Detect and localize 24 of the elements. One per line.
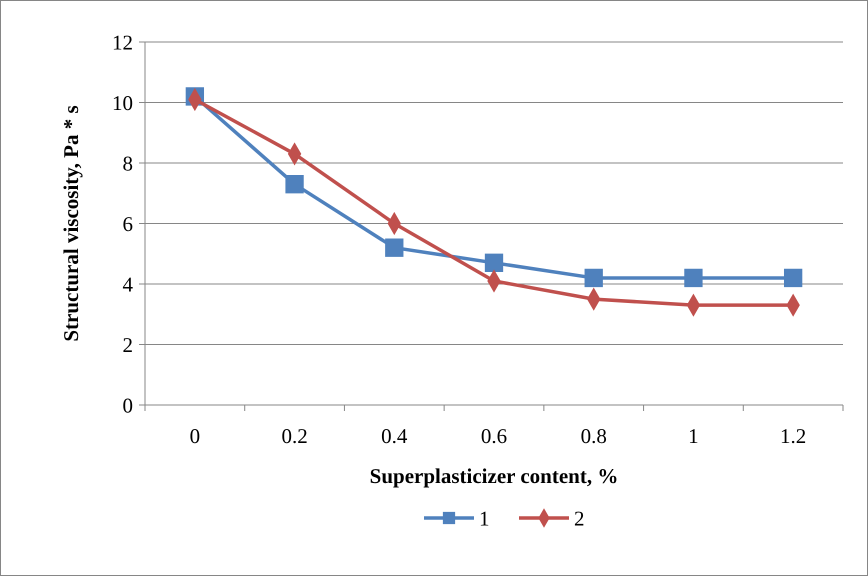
y-tick-label: 6 [122,212,133,236]
point [684,268,703,288]
point [484,254,504,272]
y-tick-label: 0 [122,393,133,418]
x-tick-label: 1.2 [780,424,806,448]
point [385,238,404,257]
y-tick-label: 10 [112,90,133,115]
x-tick-label: 1 [688,424,699,448]
point [784,268,802,288]
legend-label: 1 [479,506,490,530]
y-tick-label: 12 [112,30,133,54]
x-tick-label: 0.2 [281,424,308,448]
y-axis-title: Structural viscosity, Pa * s [59,105,83,342]
y-tick-label: 4 [122,272,134,296]
x-tick-label: 0.6 [480,424,508,448]
point [584,268,603,288]
y-tick-label: 2 [122,332,133,357]
y-tick-label: 8 [122,151,133,176]
point [285,175,304,194]
legend-label: 2 [574,506,584,530]
x-tick-label: 0.4 [381,424,408,448]
x-tick-label: 0.8 [580,424,607,448]
x-tick-label: 0 [190,424,200,448]
x-axis-title: Superplasticizer content, % [370,464,618,488]
